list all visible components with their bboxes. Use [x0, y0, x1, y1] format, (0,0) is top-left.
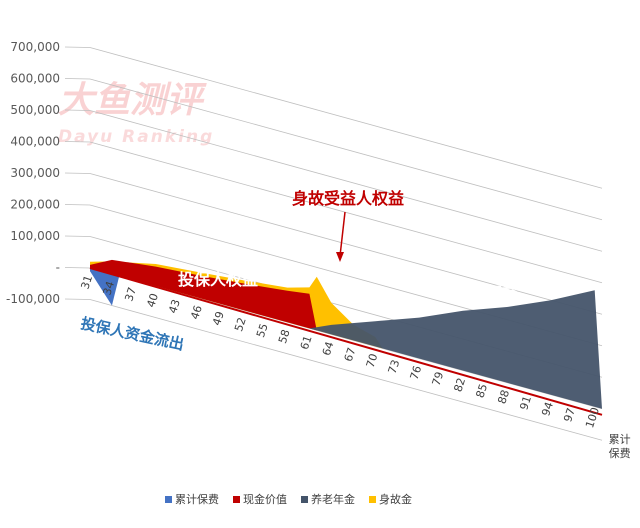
gridline [89, 78, 603, 221]
y-tick-label: -100,000 [6, 292, 60, 306]
x-tick-label: 70 [364, 352, 381, 369]
x-tick-label: 88 [495, 388, 512, 405]
annotation-death-beneficiary-rights: 身故受益人权益 [292, 189, 404, 208]
legend-label: 累计保费 [175, 492, 219, 506]
gridline [64, 267, 91, 269]
x-tick-label: 61 [298, 334, 315, 351]
area-annuity [309, 290, 602, 409]
x-tick-label: 49 [210, 310, 227, 327]
x-tick-label: 34 [100, 280, 117, 297]
x-tick-label: 67 [342, 346, 359, 363]
y-tick-label: 100,000 [10, 229, 60, 243]
gridline [64, 298, 91, 300]
x-tick-label: 40 [144, 292, 161, 309]
series-areas [89, 259, 603, 416]
gridline [64, 172, 91, 174]
legend-swatch [301, 496, 308, 503]
gridline [64, 78, 91, 80]
y-tick-label: 600,000 [10, 72, 60, 86]
x-tick-label: 91 [517, 394, 534, 411]
gridline [64, 109, 91, 111]
gridline [89, 47, 603, 189]
y-axis-tick-labels: 700,000 600,000 500,000 400,000 300,000 200,0… [6, 40, 60, 306]
annotation-policyholder-rights: 投保人权益 [178, 270, 258, 289]
x-tick-label: 46 [188, 304, 205, 321]
gridline [89, 299, 603, 441]
gridline [64, 46, 91, 48]
x-tick-label: 79 [430, 370, 447, 387]
x-tick-label: 保费 [609, 446, 631, 460]
x-tick-label: 31 [78, 274, 95, 291]
legend-label: 养老年金 [311, 492, 355, 506]
x-tick-label: 100 [583, 406, 602, 430]
x-tick-label: 64 [320, 340, 337, 357]
y-tick-label: 700,000 [10, 40, 60, 54]
x-tick-label: 累计 [609, 433, 631, 446]
x-tick-label: 76 [408, 364, 425, 381]
x-tick-label: 97 [561, 406, 578, 423]
gridline [64, 204, 91, 206]
gridline [64, 141, 91, 143]
watermark-en: Dayu Ranking [58, 127, 214, 147]
legend-swatch [233, 496, 240, 503]
legend-label: 身故金 [379, 492, 412, 506]
y-tick-label: 300,000 [10, 166, 60, 180]
y-tick-label: 200,000 [10, 198, 60, 212]
x-tick-label: 37 [122, 286, 139, 303]
baseline-ribbon [89, 267, 603, 416]
gridline [89, 110, 603, 252]
x-tick-label: 52 [232, 316, 249, 333]
y-tick-label: 500,000 [10, 103, 60, 117]
gridline [89, 141, 603, 284]
legend-swatch [165, 496, 172, 503]
watermark-cn: 大鱼测评 [58, 80, 207, 121]
x-tick-label: 43 [166, 298, 183, 315]
x-tick-label: 73 [386, 358, 403, 375]
x-tick-label: 85 [473, 382, 490, 399]
legend-swatch [369, 496, 376, 503]
legend-label: 现金价值 [243, 492, 287, 506]
annotation-arrowhead [336, 252, 344, 262]
annotation-arrow [339, 211, 346, 257]
x-tick-label: 58 [276, 328, 293, 345]
gridline [89, 173, 603, 315]
annotation-insured-rights: 被保人权益 [438, 283, 518, 302]
watermark: 大鱼测评 Dayu Ranking [58, 80, 214, 147]
gridline [64, 235, 91, 237]
y-tick-label: - [56, 261, 60, 275]
x-tick-label: 82 [452, 376, 469, 393]
x-tick-label: 55 [254, 322, 271, 339]
area-cash-value [90, 259, 595, 407]
x-tick-label: 94 [539, 400, 556, 417]
legend: 累计保费 现金价值 养老年金 身故金 [165, 492, 412, 506]
annotation-policyholder-outflow: 投保人资金流出 [79, 314, 185, 353]
x-axis-tick-labels: 31 34 37 40 43 46 49 52 55 58 61 64 67 70 73 76 79 82 85 88… [78, 274, 630, 460]
y-tick-label: 400,000 [10, 135, 60, 149]
area-premium [90, 268, 120, 306]
